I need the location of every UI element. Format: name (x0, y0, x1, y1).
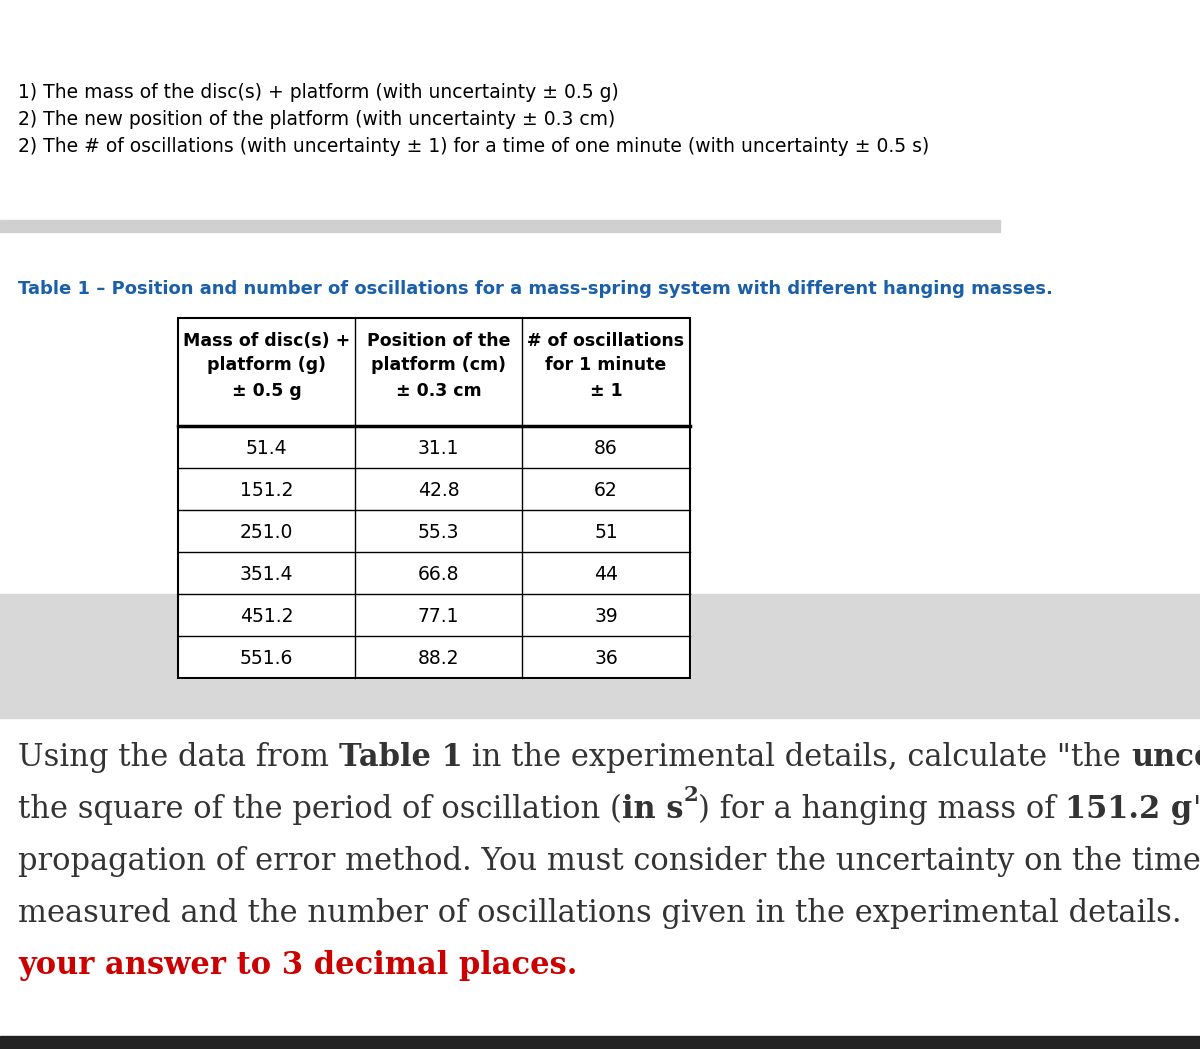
Text: platform (g): platform (g) (208, 356, 326, 374)
Bar (178, 318, 690, 678)
Bar (178, 318, 690, 678)
Text: # of oscillations: # of oscillations (528, 331, 684, 350)
Text: Position of the: Position of the (367, 331, 510, 350)
Bar (0, 220, 1000, 232)
Text: 77.1: 77.1 (418, 607, 460, 626)
Text: 1) The mass of the disc(s) + platform (with uncertainty ± 0.5 g): 1) The mass of the disc(s) + platform (w… (18, 83, 619, 102)
Text: 151.2 g: 151.2 g (1066, 794, 1193, 825)
Text: propagation of error method. You must consider the uncertainty on the time: propagation of error method. You must co… (18, 845, 1200, 877)
Text: 66.8: 66.8 (418, 565, 460, 584)
Text: 2) The # of oscillations (with uncertainty ± 1) for a time of one minute (with u: 2) The # of oscillations (with uncertain… (18, 137, 929, 156)
Text: Table 1 – Position and number of oscillations for a mass-spring system with diff: Table 1 – Position and number of oscilla… (18, 280, 1052, 298)
Text: 36: 36 (594, 649, 618, 668)
Text: 55.3: 55.3 (418, 523, 460, 542)
Text: in s: in s (622, 794, 683, 825)
Text: 62: 62 (594, 481, 618, 500)
Text: 2: 2 (683, 786, 698, 806)
Text: Table 1: Table 1 (338, 742, 462, 773)
Text: uncertainty: uncertainty (1132, 742, 1200, 773)
Text: ± 0.5 g: ± 0.5 g (232, 382, 301, 400)
Text: 2) The new position of the platform (with uncertainty ± 0.3 cm): 2) The new position of the platform (wit… (18, 110, 616, 129)
Text: Mass of disc(s) +: Mass of disc(s) + (182, 331, 350, 350)
Text: measured and the number of oscillations given in the experimental details.: measured and the number of oscillations … (18, 898, 1200, 929)
Text: Using the data from: Using the data from (18, 742, 338, 773)
Text: your answer to 3 decimal places.: your answer to 3 decimal places. (18, 950, 577, 981)
Text: " using the: " using the (1193, 794, 1200, 825)
Text: platform (cm): platform (cm) (371, 356, 506, 374)
Text: 451.2: 451.2 (240, 607, 293, 626)
Text: 86: 86 (594, 438, 618, 458)
Bar (178, 318, 690, 426)
Text: 31.1: 31.1 (418, 438, 460, 458)
Text: 51: 51 (594, 523, 618, 542)
Text: 44: 44 (594, 565, 618, 584)
Text: 51.4: 51.4 (246, 438, 287, 458)
Text: 39: 39 (594, 607, 618, 626)
Text: ± 0.3 cm: ± 0.3 cm (396, 382, 481, 400)
Bar (178, 318, 690, 678)
Text: 351.4: 351.4 (240, 565, 293, 584)
Text: ± 1: ± 1 (589, 382, 623, 400)
Bar (0, 1036, 1200, 1049)
Text: 251.0: 251.0 (240, 523, 293, 542)
Text: 42.8: 42.8 (418, 481, 460, 500)
Text: 88.2: 88.2 (418, 649, 460, 668)
Text: 151.2: 151.2 (240, 481, 293, 500)
Bar (0, 594, 1200, 718)
Text: ) for a hanging mass of: ) for a hanging mass of (698, 794, 1066, 826)
Text: 551.6: 551.6 (240, 649, 293, 668)
Text: for 1 minute: for 1 minute (545, 356, 667, 374)
Text: in the experimental details, calculate "the: in the experimental details, calculate "… (462, 742, 1132, 773)
Text: the square of the period of oscillation (: the square of the period of oscillation … (18, 794, 622, 826)
